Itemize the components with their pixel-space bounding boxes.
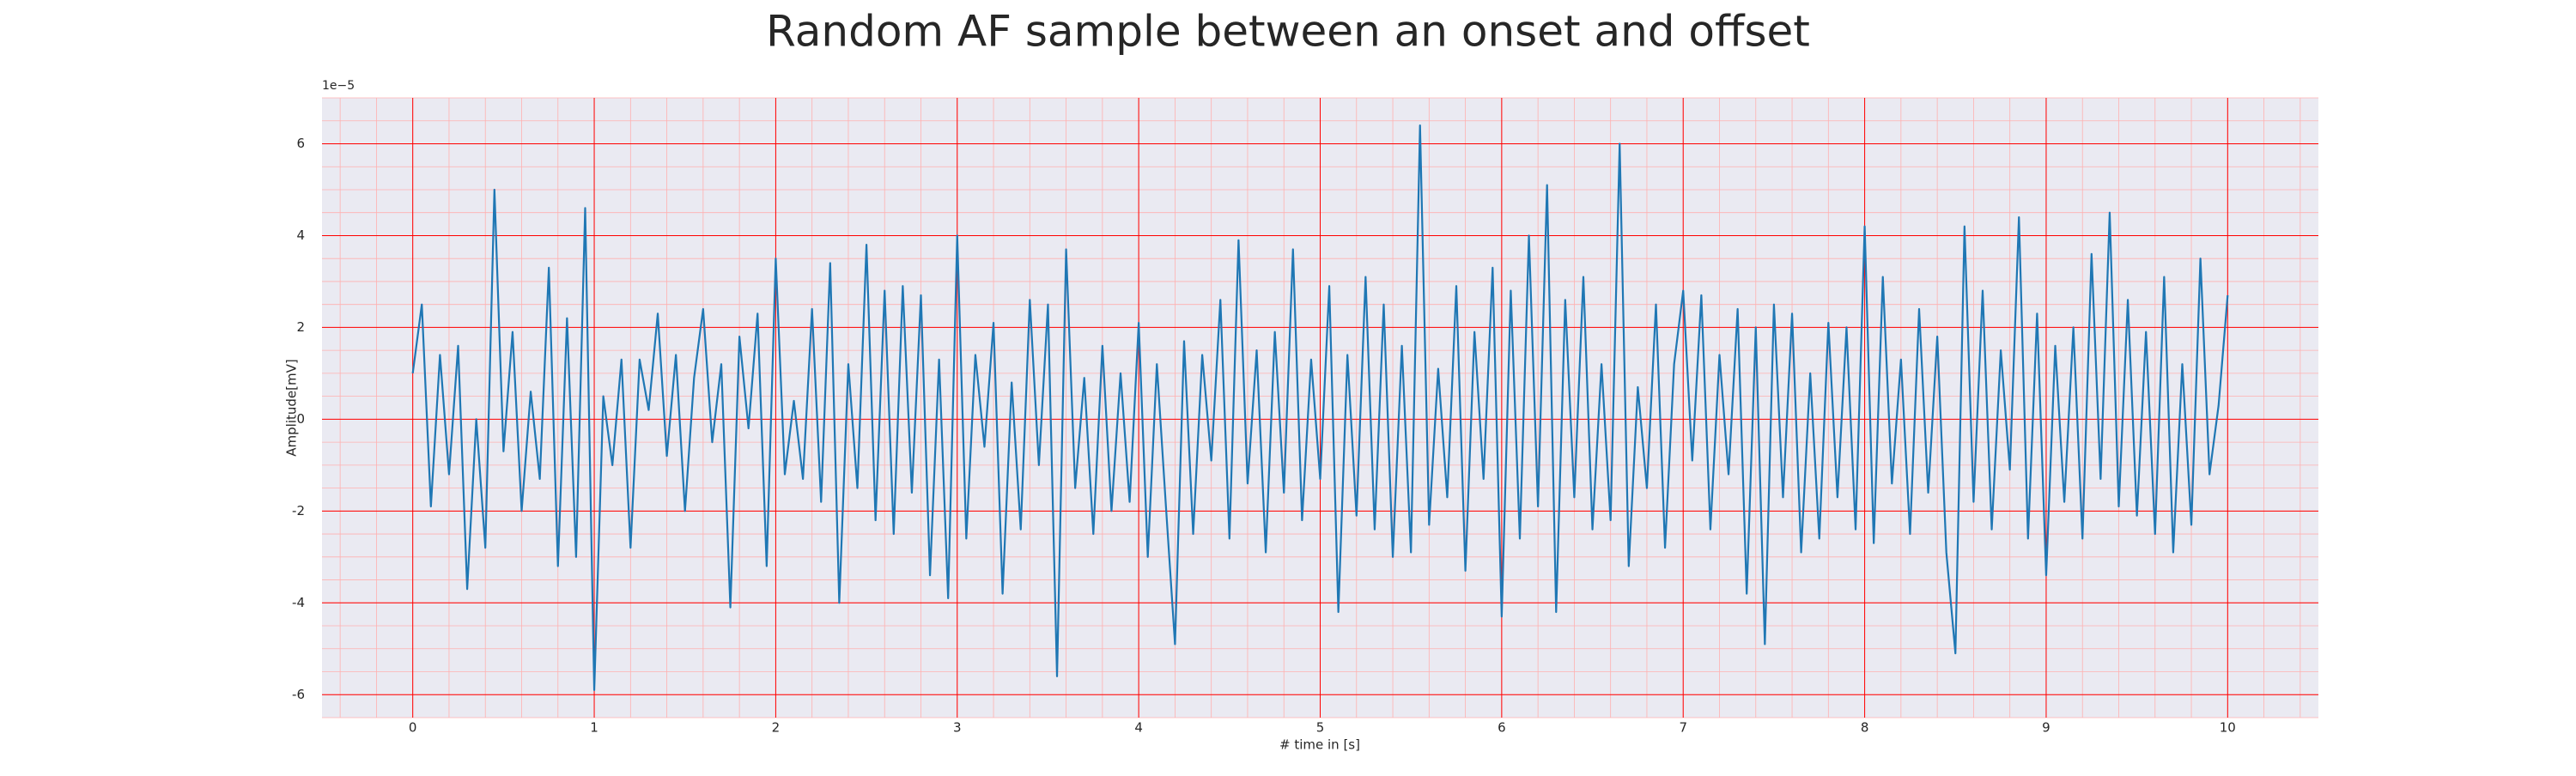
x-tick-label: 0 <box>409 720 417 736</box>
x-tick-label: 2 <box>772 720 781 736</box>
x-tick-label: 9 <box>2042 720 2050 736</box>
x-tick-label: 6 <box>1498 720 1506 736</box>
signal-line <box>411 124 2229 692</box>
x-axis-label: # time in [s] <box>1279 737 1360 753</box>
x-tick-label: 4 <box>1134 720 1143 736</box>
chart-title: Random AF sample between an onset and of… <box>766 7 1810 57</box>
y-tick-label: 2 <box>296 319 305 335</box>
y-tick-label: -6 <box>292 687 305 702</box>
x-tick-label: 1 <box>590 720 598 736</box>
y-tick-label: -2 <box>292 503 305 518</box>
y-axis-label: Amplitude[mV] <box>284 359 300 456</box>
y-tick-label: 0 <box>296 411 305 427</box>
y-tick-label: 4 <box>296 227 305 243</box>
x-tick-label: 5 <box>1316 720 1325 736</box>
x-tick-label: 8 <box>1861 720 1869 736</box>
x-tick-label: 10 <box>2220 720 2236 736</box>
y-offset-label: 1e−5 <box>322 79 355 93</box>
y-tick-label: 6 <box>296 136 305 151</box>
y-tick-label: -4 <box>292 595 305 610</box>
x-tick-label: 3 <box>953 720 962 736</box>
x-tick-label: 7 <box>1679 720 1687 736</box>
